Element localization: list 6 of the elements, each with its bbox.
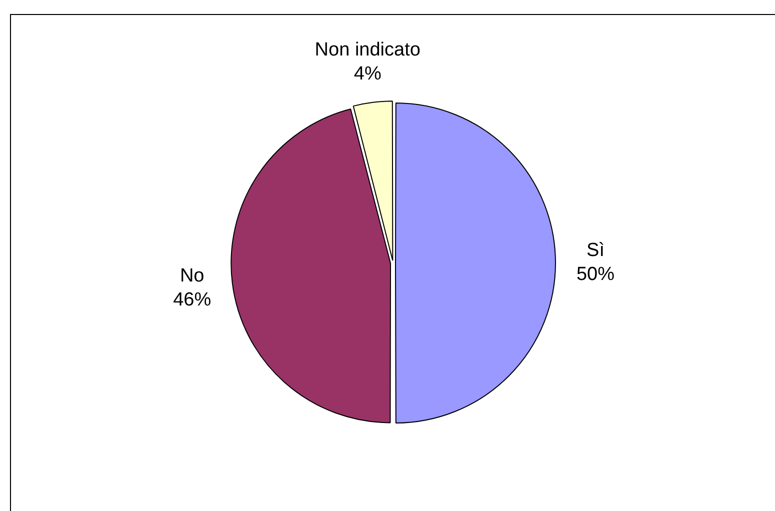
data-label: 4% — [354, 63, 382, 84]
slice-label: Non indicato — [314, 39, 420, 60]
slice-label: Sì — [586, 240, 604, 262]
data-label: 46% — [173, 290, 212, 311]
slice-label: No — [180, 266, 204, 287]
data-label: 50% — [576, 264, 615, 286]
